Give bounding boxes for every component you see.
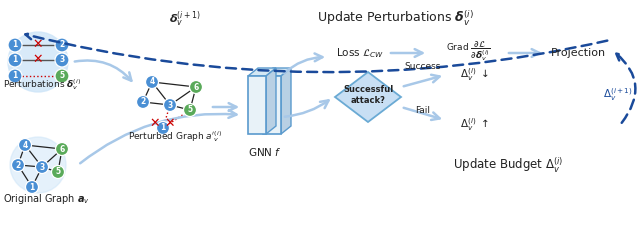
Text: 5: 5 — [188, 106, 193, 114]
FancyBboxPatch shape — [248, 76, 266, 134]
Circle shape — [55, 69, 69, 83]
Circle shape — [163, 98, 177, 111]
FancyArrowPatch shape — [616, 54, 636, 123]
Circle shape — [8, 38, 22, 52]
Circle shape — [10, 137, 66, 193]
Polygon shape — [281, 68, 291, 134]
Text: Success: Success — [405, 62, 441, 71]
Circle shape — [26, 181, 38, 194]
FancyBboxPatch shape — [263, 76, 281, 134]
Circle shape — [19, 138, 31, 151]
Text: 4: 4 — [149, 77, 155, 86]
Text: 6: 6 — [193, 83, 198, 91]
Circle shape — [12, 159, 24, 172]
Text: 1: 1 — [29, 183, 35, 192]
Circle shape — [35, 160, 49, 173]
Text: Update Perturbations $\boldsymbol{\delta}_v^{(i)}$: Update Perturbations $\boldsymbol{\delta… — [317, 9, 474, 28]
Text: $\boldsymbol{\delta}_v^{(i+1)}$: $\boldsymbol{\delta}_v^{(i+1)}$ — [169, 9, 201, 29]
Text: Successful
attack?: Successful attack? — [343, 85, 393, 105]
Polygon shape — [266, 68, 276, 134]
FancyArrowPatch shape — [26, 33, 607, 72]
Circle shape — [8, 69, 22, 83]
Text: Projection: Projection — [550, 48, 605, 58]
Polygon shape — [263, 68, 291, 76]
Circle shape — [55, 53, 69, 67]
Text: $\Delta_v^{(i+1)}$: $\Delta_v^{(i+1)}$ — [603, 86, 633, 103]
Circle shape — [184, 103, 196, 117]
Circle shape — [8, 53, 22, 67]
Circle shape — [8, 32, 68, 92]
Text: Update Budget $\Delta_v^{(i)}$: Update Budget $\Delta_v^{(i)}$ — [452, 155, 563, 175]
Text: Original Graph $\boldsymbol{a}_v$: Original Graph $\boldsymbol{a}_v$ — [3, 192, 90, 206]
Circle shape — [157, 122, 170, 135]
Text: 3: 3 — [168, 100, 173, 110]
Text: GNN $f$: GNN $f$ — [248, 146, 282, 158]
Text: 2: 2 — [15, 160, 20, 170]
Text: ✕: ✕ — [150, 117, 160, 130]
Text: 5: 5 — [60, 72, 65, 81]
Circle shape — [51, 166, 65, 179]
Text: 1: 1 — [12, 40, 18, 49]
Circle shape — [136, 96, 150, 109]
Text: 6: 6 — [60, 145, 65, 154]
Text: Perturbed Graph $\boldsymbol{a'}_v^{(i)}$: Perturbed Graph $\boldsymbol{a'}_v^{(i)}… — [128, 130, 222, 145]
Text: 1: 1 — [12, 72, 18, 81]
Circle shape — [56, 143, 68, 156]
Text: 3: 3 — [40, 162, 45, 171]
Text: Grad $\dfrac{\partial\mathcal{L}}{\partial\boldsymbol{\delta}_v^{(i)}}$: Grad $\dfrac{\partial\mathcal{L}}{\parti… — [445, 39, 490, 63]
Text: Fail: Fail — [415, 106, 431, 115]
Text: $\Delta_v^{(i)}$ $\uparrow$: $\Delta_v^{(i)}$ $\uparrow$ — [460, 117, 489, 133]
Text: 1: 1 — [161, 123, 166, 133]
Circle shape — [189, 81, 202, 94]
Text: 1: 1 — [12, 56, 18, 64]
Text: 3: 3 — [60, 56, 65, 64]
Polygon shape — [335, 72, 401, 122]
Text: ✕: ✕ — [164, 117, 175, 130]
Text: ✕: ✕ — [33, 52, 44, 65]
Polygon shape — [248, 68, 276, 76]
Text: 2: 2 — [140, 98, 146, 107]
Text: 4: 4 — [22, 140, 28, 149]
Text: 5: 5 — [56, 168, 61, 176]
Text: ✕: ✕ — [33, 37, 44, 50]
Circle shape — [145, 75, 159, 88]
Text: $\Delta_v^{(i)}$ $\downarrow$: $\Delta_v^{(i)}$ $\downarrow$ — [460, 67, 489, 83]
Text: 2: 2 — [60, 40, 65, 49]
Circle shape — [55, 38, 69, 52]
Text: Loss $\mathcal{L}_{CW}$: Loss $\mathcal{L}_{CW}$ — [336, 46, 384, 60]
Text: Perturbations $\boldsymbol{\delta}_v^{(i)}$: Perturbations $\boldsymbol{\delta}_v^{(i… — [3, 78, 81, 93]
